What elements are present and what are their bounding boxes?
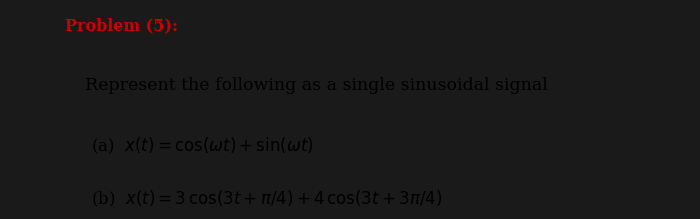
Text: Represent the following as a single sinusoidal signal: Represent the following as a single sinu…	[85, 77, 547, 94]
Text: (a)  $x(t) = \mathrm{cos}(\omega t) + \mathrm{sin}(\omega t)$: (a) $x(t) = \mathrm{cos}(\omega t) + \ma…	[92, 136, 314, 156]
Text: (b)  $x(t) = 3\,\mathrm{cos}(3t + \pi/4) + 4\,\mathrm{cos}(3t + 3\pi/4)$: (b) $x(t) = 3\,\mathrm{cos}(3t + \pi/4) …	[92, 188, 442, 208]
Text: Problem (5):: Problem (5):	[65, 18, 178, 35]
